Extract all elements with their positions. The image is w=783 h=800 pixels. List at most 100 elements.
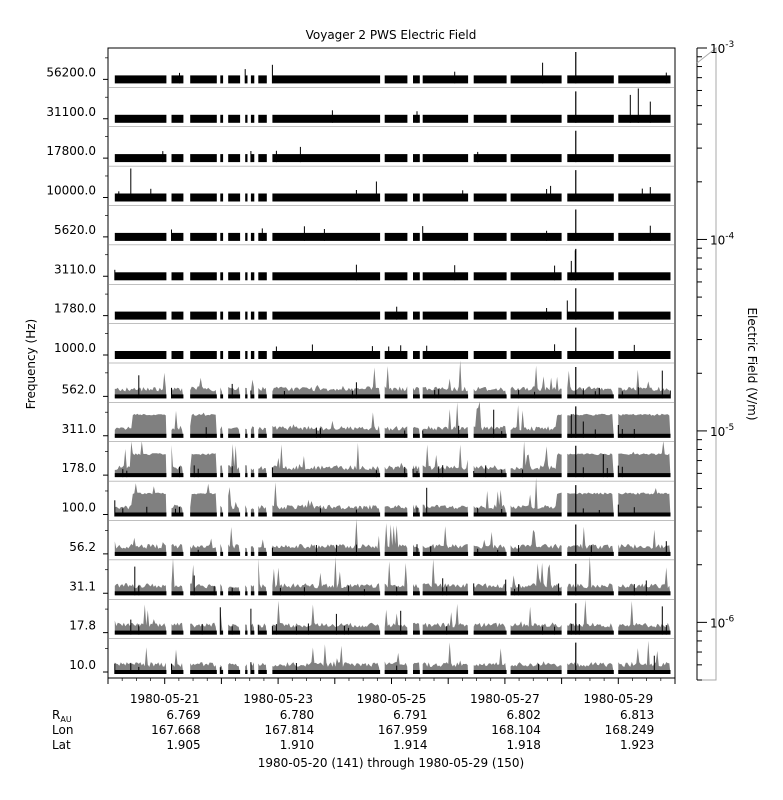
peak-trace xyxy=(272,600,381,635)
ephemeris-value: 168.104 xyxy=(491,723,541,737)
average-trace xyxy=(171,114,184,123)
peak-trace xyxy=(510,562,562,596)
average-trace xyxy=(272,591,381,596)
average-trace xyxy=(250,433,255,438)
peak-trace xyxy=(567,453,614,478)
peak-trace xyxy=(384,652,408,674)
average-trace xyxy=(220,670,224,674)
channel-strip xyxy=(108,360,675,399)
date-tick-label: 1980-05-27 xyxy=(470,692,540,706)
average-trace xyxy=(171,630,184,635)
average-trace xyxy=(190,512,217,517)
peak-trace xyxy=(250,379,255,399)
peak-trace xyxy=(114,483,167,517)
peak-trace xyxy=(272,412,381,438)
average-trace xyxy=(567,670,614,674)
average-trace xyxy=(618,551,671,556)
average-trace xyxy=(220,114,224,123)
average-trace xyxy=(473,154,507,163)
average-trace xyxy=(258,670,267,674)
average-trace xyxy=(473,272,507,281)
average-trace xyxy=(384,394,408,399)
peak-trace xyxy=(567,599,614,635)
average-trace xyxy=(250,272,255,281)
peak-trace xyxy=(272,518,381,556)
average-trace xyxy=(473,433,507,438)
average-trace xyxy=(567,311,614,320)
average-trace xyxy=(413,394,420,399)
peak-trace xyxy=(190,538,217,556)
average-trace xyxy=(250,473,255,478)
peak-trace xyxy=(422,603,468,635)
x-axis-label: 1980-05-20 (141) through 1980-05-29 (150… xyxy=(258,756,524,770)
average-trace xyxy=(510,154,562,163)
average-trace xyxy=(228,473,241,478)
average-trace xyxy=(567,232,614,241)
peak-trace xyxy=(618,369,671,399)
y-tick-label: 178.0 xyxy=(62,461,96,475)
average-trace xyxy=(220,272,224,281)
average-trace xyxy=(190,394,217,399)
average-trace xyxy=(510,272,562,281)
average-trace xyxy=(618,630,671,635)
average-trace xyxy=(384,351,408,359)
average-trace xyxy=(567,193,614,202)
average-trace xyxy=(250,591,255,596)
peak-trace xyxy=(618,441,671,478)
average-trace xyxy=(258,433,267,438)
colorbar-tick-label: 10-4 xyxy=(710,231,735,247)
average-trace xyxy=(171,433,184,438)
average-trace xyxy=(114,193,167,202)
average-trace xyxy=(114,473,167,478)
average-trace xyxy=(220,351,224,359)
average-trace xyxy=(567,75,614,84)
average-trace xyxy=(114,551,167,556)
average-trace xyxy=(228,351,241,359)
peak-trace xyxy=(190,564,217,596)
average-trace xyxy=(413,114,420,123)
average-trace xyxy=(220,433,224,438)
average-trace xyxy=(250,630,255,635)
peak-trace xyxy=(567,370,614,399)
peak-trace xyxy=(220,607,224,635)
average-trace xyxy=(272,473,381,478)
channel-strip xyxy=(108,323,675,359)
average-trace xyxy=(250,551,255,556)
ephemeris-value: 6.802 xyxy=(507,708,541,722)
channel-strip xyxy=(108,598,675,635)
date-ticks: 1980-05-21 1980-05-23 1980-05-25 1980-05-27… xyxy=(107,678,676,706)
peak-trace xyxy=(171,445,184,478)
average-trace xyxy=(245,551,248,556)
average-trace xyxy=(413,670,420,674)
date-tick-label: 1980-05-25 xyxy=(357,692,427,706)
average-trace xyxy=(228,193,241,202)
ephemeris-value: 1.905 xyxy=(166,738,200,752)
average-trace xyxy=(190,630,217,635)
average-trace xyxy=(114,433,167,438)
channel-strips xyxy=(108,52,675,674)
ephemeris-value: 6.791 xyxy=(393,708,427,722)
average-trace xyxy=(272,551,381,556)
peak-trace xyxy=(272,442,381,478)
average-trace xyxy=(384,232,408,241)
average-trace xyxy=(114,311,167,320)
average-trace xyxy=(422,394,469,399)
average-trace xyxy=(272,272,381,281)
average-trace xyxy=(422,311,469,320)
average-trace xyxy=(190,154,217,163)
average-trace xyxy=(413,311,420,320)
average-trace xyxy=(245,433,248,438)
ephemeris-value: 167.814 xyxy=(264,723,314,737)
average-trace xyxy=(190,232,217,241)
y-tick-label: 10.0 xyxy=(69,658,96,672)
average-trace xyxy=(422,193,469,202)
peak-trace xyxy=(422,559,468,596)
average-trace xyxy=(114,75,167,84)
channel-strip xyxy=(108,518,675,556)
average-trace xyxy=(567,272,614,281)
colorbar-tick-label: 10-6 xyxy=(710,614,735,630)
peak-trace xyxy=(618,567,671,596)
average-trace xyxy=(473,114,507,123)
average-trace xyxy=(272,114,381,123)
average-trace xyxy=(618,272,671,281)
